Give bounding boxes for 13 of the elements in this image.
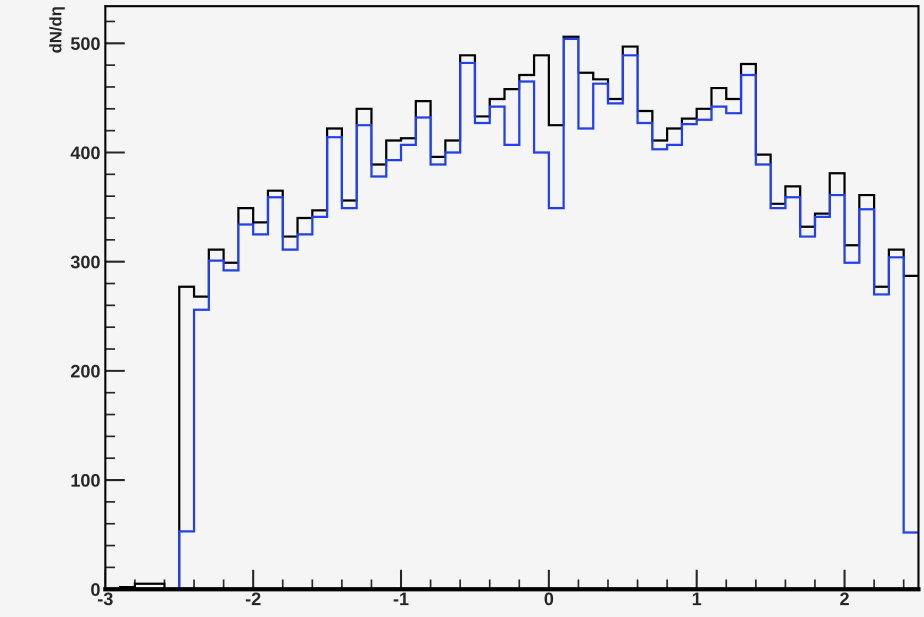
x-tick-label: -2	[246, 592, 260, 606]
y-tick-label: 500	[70, 37, 100, 50]
x-tick-label: -1	[394, 592, 409, 606]
x-tick-label: -3	[98, 592, 113, 606]
y-tick-label: 300	[70, 256, 100, 268]
x-tick-label: 2	[840, 592, 849, 606]
y-axis-title: dN/dη	[49, 7, 65, 53]
y-tick-label: 100	[71, 474, 100, 487]
x-tick-label: 1	[692, 592, 702, 606]
y-tick-label: 0	[91, 583, 100, 596]
y-tick-label: 200	[70, 364, 100, 378]
x-tick-label: 0	[544, 592, 554, 606]
y-tick-label: 400	[70, 146, 100, 160]
